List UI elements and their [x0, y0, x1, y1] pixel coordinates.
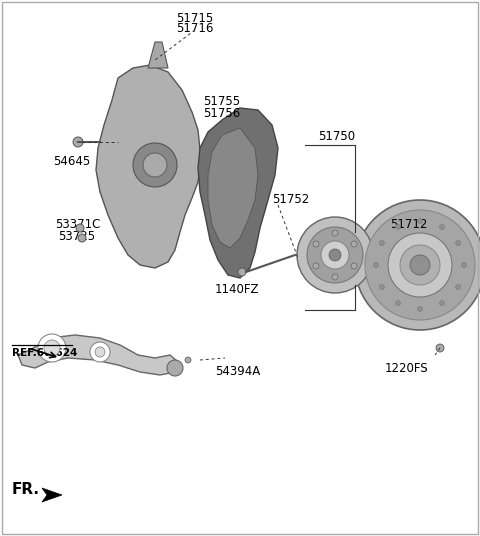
Text: 51715: 51715: [176, 12, 214, 25]
Circle shape: [78, 234, 86, 242]
Circle shape: [297, 217, 373, 293]
Text: 53371C: 53371C: [55, 218, 100, 231]
Circle shape: [167, 360, 183, 376]
Circle shape: [379, 241, 384, 245]
Circle shape: [332, 274, 338, 280]
Polygon shape: [208, 128, 258, 248]
Text: 51756: 51756: [204, 107, 240, 120]
Circle shape: [461, 263, 467, 267]
Circle shape: [351, 241, 357, 247]
Circle shape: [143, 153, 167, 177]
Circle shape: [95, 347, 105, 357]
Circle shape: [410, 255, 430, 275]
Polygon shape: [198, 108, 278, 278]
Circle shape: [418, 219, 422, 224]
Circle shape: [456, 285, 461, 289]
Circle shape: [238, 268, 246, 276]
Text: 51716: 51716: [176, 22, 214, 35]
Circle shape: [38, 334, 66, 362]
Text: 51712: 51712: [390, 218, 427, 231]
Circle shape: [185, 357, 191, 363]
Circle shape: [379, 285, 384, 289]
Text: 1220FS: 1220FS: [385, 362, 429, 375]
Circle shape: [396, 225, 400, 229]
Circle shape: [44, 340, 60, 356]
Circle shape: [313, 263, 319, 269]
Text: 1140FZ: 1140FZ: [215, 283, 260, 296]
Circle shape: [321, 241, 349, 269]
Circle shape: [456, 241, 461, 245]
Circle shape: [440, 301, 444, 306]
Circle shape: [313, 241, 319, 247]
Circle shape: [355, 200, 480, 330]
Text: 51755: 51755: [204, 95, 240, 108]
Circle shape: [329, 249, 341, 261]
Circle shape: [133, 143, 177, 187]
Circle shape: [388, 233, 452, 297]
Polygon shape: [148, 42, 168, 68]
Circle shape: [365, 210, 475, 320]
Circle shape: [436, 344, 444, 352]
Text: 51752: 51752: [272, 193, 309, 206]
Circle shape: [351, 263, 357, 269]
Circle shape: [332, 230, 338, 236]
Text: 54645: 54645: [53, 155, 90, 168]
Text: 53725: 53725: [58, 230, 95, 243]
Circle shape: [90, 342, 110, 362]
Text: REF.60-624: REF.60-624: [12, 348, 77, 358]
Circle shape: [396, 301, 400, 306]
Circle shape: [307, 227, 363, 283]
Text: FR.: FR.: [12, 482, 40, 497]
Polygon shape: [96, 65, 200, 268]
Text: 54394A: 54394A: [215, 365, 260, 378]
Circle shape: [73, 137, 83, 147]
Circle shape: [440, 225, 444, 229]
Circle shape: [418, 307, 422, 311]
Polygon shape: [18, 335, 178, 375]
Circle shape: [373, 263, 379, 267]
Circle shape: [400, 245, 440, 285]
Polygon shape: [42, 488, 62, 502]
Circle shape: [76, 224, 84, 232]
Text: 51750: 51750: [318, 130, 355, 143]
